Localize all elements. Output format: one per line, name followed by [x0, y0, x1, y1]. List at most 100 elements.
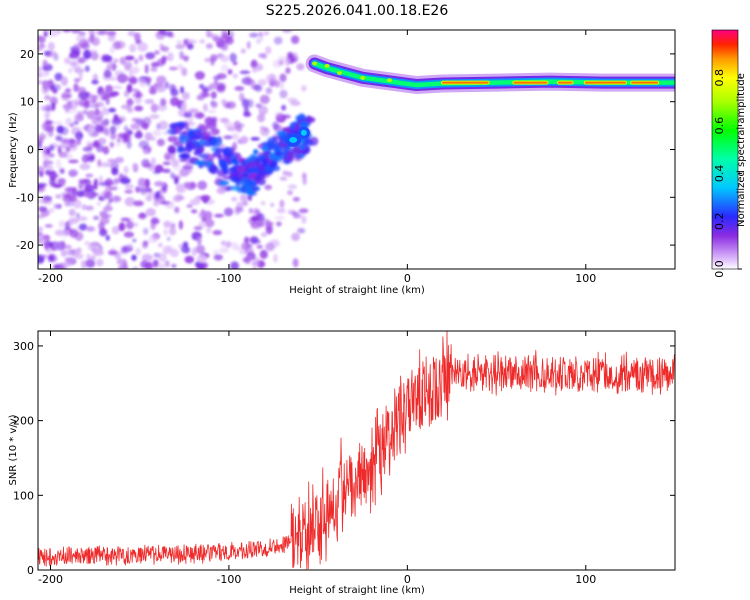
noise-blob — [48, 145, 55, 151]
noise-blob — [80, 260, 87, 269]
arc-blob — [210, 137, 222, 147]
noise-blob — [141, 253, 153, 262]
noise-blob — [150, 221, 156, 230]
noise-blob — [83, 100, 90, 109]
noise-blob — [44, 82, 50, 93]
noise-blob — [55, 135, 63, 141]
noise-blob — [55, 194, 62, 199]
noise-blob — [153, 252, 161, 258]
noise-blob — [106, 30, 117, 36]
noise-blob — [113, 58, 119, 64]
noise-blob — [113, 114, 119, 122]
noise-blob — [69, 123, 75, 128]
noise-blob — [69, 228, 78, 238]
noise-blob — [105, 235, 111, 241]
colorbar-tick-label: 0.6 — [713, 117, 726, 135]
noise-blob — [170, 172, 175, 179]
noise-blob — [87, 126, 93, 136]
noise-blob — [130, 123, 141, 130]
noise-blob — [219, 247, 229, 254]
noise-blob — [44, 94, 51, 101]
noise-blob — [103, 206, 113, 212]
noise-blob — [58, 220, 66, 228]
arc-blob — [231, 157, 237, 163]
noise-blob — [60, 240, 66, 250]
noise-blob — [42, 154, 50, 160]
noise-blob — [40, 36, 46, 42]
noise-blob — [79, 163, 91, 170]
noise-blob — [78, 223, 88, 231]
noise-blob — [292, 196, 300, 202]
noise-blob — [40, 254, 48, 259]
arc-blob — [262, 166, 275, 173]
noise-blob — [93, 215, 100, 220]
noise-blob — [216, 73, 227, 80]
x-tick-label: 0 — [404, 573, 411, 586]
noise-blob — [43, 30, 48, 38]
noise-blob — [190, 209, 198, 214]
noise-blob — [47, 165, 54, 172]
noise-blob — [124, 189, 133, 194]
noise-blob — [273, 36, 283, 45]
noise-blob — [207, 109, 217, 114]
noise-blob — [174, 206, 180, 214]
noise-blob — [120, 104, 132, 110]
noise-blob — [156, 138, 165, 147]
noise-blob — [142, 242, 149, 249]
noise-blob — [179, 86, 185, 94]
noise-blob — [287, 190, 293, 196]
noise-blob — [256, 260, 266, 268]
noise-blob — [48, 153, 55, 158]
arc-blob — [209, 164, 217, 174]
noise-blob — [176, 40, 182, 44]
noise-blob — [57, 178, 67, 184]
arc-blob — [193, 150, 201, 156]
noise-blob — [127, 243, 134, 249]
noise-blob — [153, 199, 160, 207]
noise-blob — [292, 258, 299, 268]
noise-blob — [281, 30, 293, 33]
noise-blob — [64, 60, 72, 65]
noise-blob — [158, 242, 163, 248]
noise-blob — [62, 103, 73, 110]
noise-blob — [161, 168, 171, 173]
arc-blob — [305, 116, 316, 123]
noise-blob — [244, 243, 254, 248]
noise-blob — [296, 63, 305, 71]
noise-blob — [54, 72, 63, 81]
arc-blob — [261, 146, 269, 153]
noise-blob — [196, 265, 207, 269]
noise-blob — [239, 135, 249, 144]
arc-blob — [177, 145, 183, 154]
noise-blob — [279, 176, 288, 181]
noise-blob — [145, 261, 153, 269]
y-tick-label: 200 — [13, 415, 34, 428]
arc-blob — [254, 175, 261, 181]
noise-blob — [93, 140, 100, 148]
y-tick-label: 0 — [27, 144, 34, 157]
noise-blob — [109, 91, 120, 97]
noise-blob — [149, 114, 160, 120]
x-tick-label: -200 — [38, 272, 63, 285]
noise-blob — [68, 140, 78, 149]
noise-blob — [163, 30, 173, 37]
noise-blob — [76, 111, 84, 121]
snr-panel: -200 -100 0 100 0 100 200 300 Height of straig… — [8, 330, 676, 596]
noise-blob — [215, 82, 226, 91]
noise-blob — [60, 126, 69, 136]
noise-blob — [97, 159, 102, 168]
noise-blob — [246, 41, 251, 50]
bottom-x-axis-label: Height of straight line (km) — [289, 585, 425, 596]
noise-blob — [200, 194, 211, 202]
noise-blob — [91, 79, 99, 85]
noise-blob — [50, 84, 62, 91]
noise-blob — [145, 187, 153, 193]
noise-blob — [131, 66, 140, 74]
noise-blob — [112, 85, 123, 90]
noise-blob — [47, 42, 55, 51]
noise-blob — [131, 254, 137, 261]
colorbar-label: Normalized spectral amplitude — [736, 73, 747, 227]
colorbar-gradient — [711, 29, 739, 270]
noise-blob — [106, 64, 117, 70]
